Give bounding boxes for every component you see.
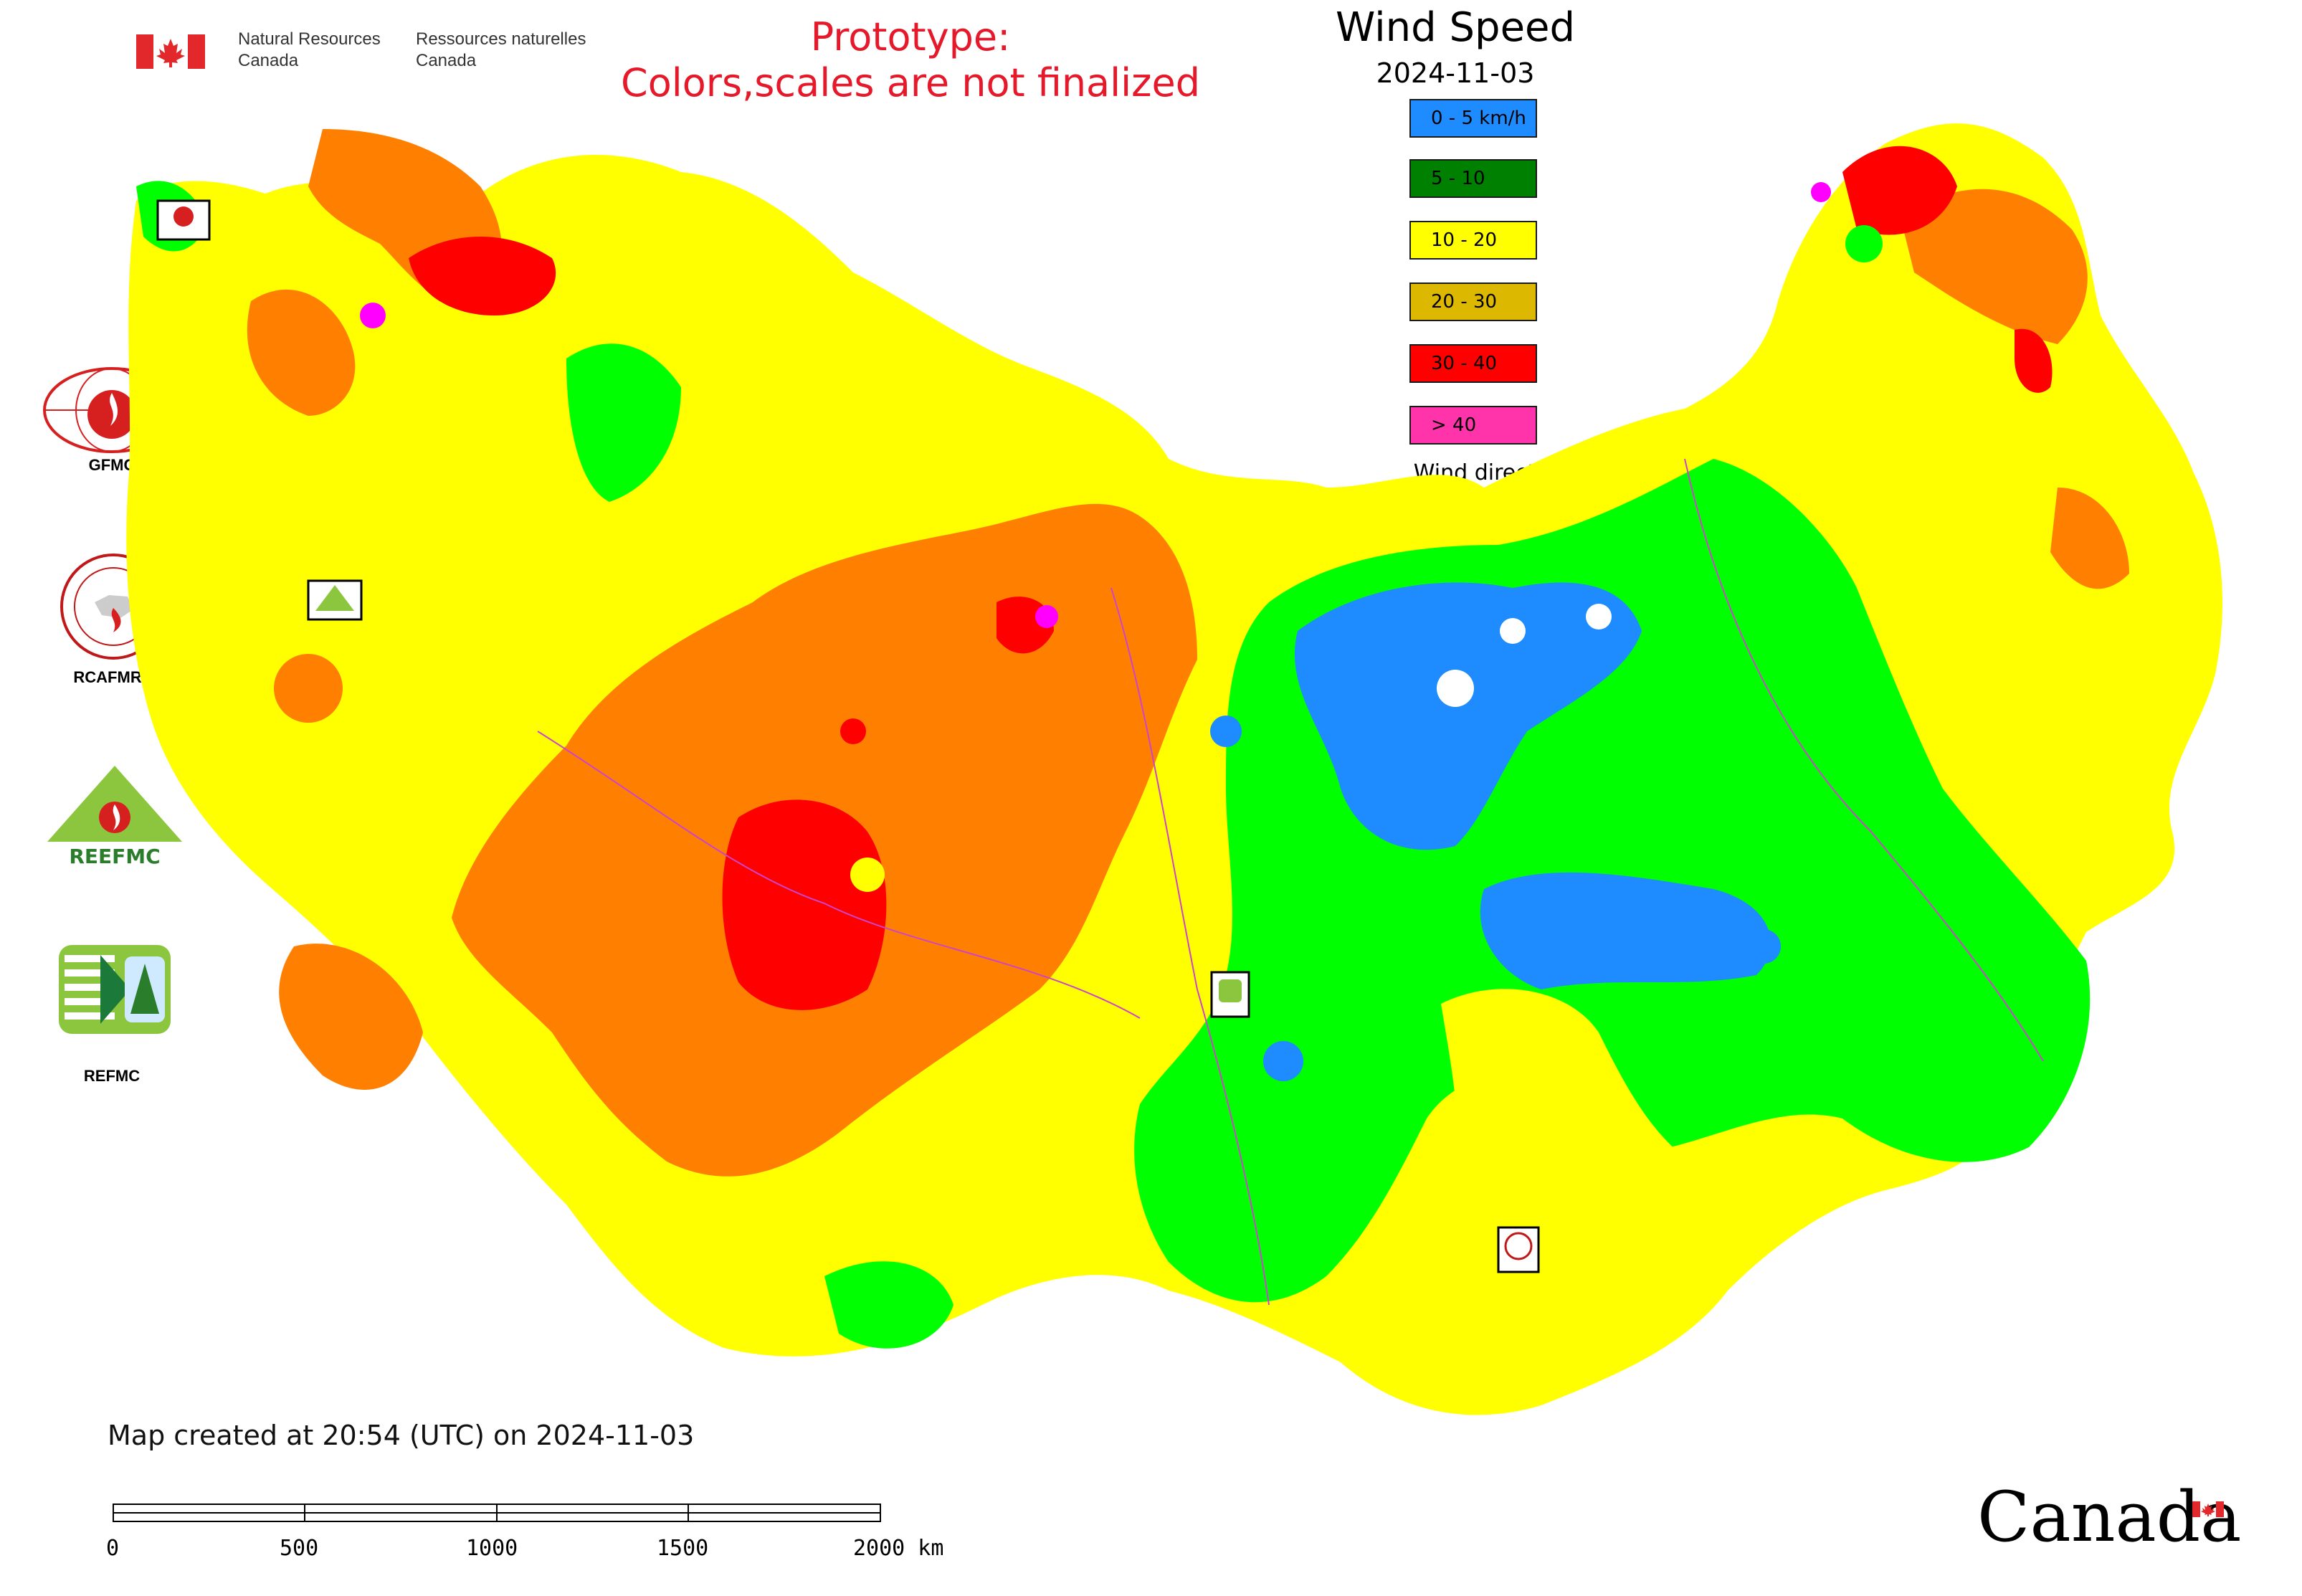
region-blue-yakutia (1294, 582, 1642, 850)
refmc-map-marker (1210, 971, 1250, 1018)
region-red-kola (409, 237, 556, 315)
admin-border-2 (1110, 587, 1270, 1306)
refmc-logo (59, 945, 171, 1034)
org-name-en-line1: Natural Resources (238, 29, 381, 49)
blue-spot-1 (1263, 1041, 1303, 1081)
admin-border-3 (1684, 458, 2044, 1062)
canada-wordmark: Canada (1977, 1477, 2242, 1557)
white-spot-1 (1437, 670, 1474, 707)
region-red-center (722, 799, 887, 1010)
region-green-karelia (566, 343, 681, 502)
white-spot-3 (1586, 604, 1612, 630)
map-title: Wind Speed (1335, 4, 1576, 51)
region-blue-east (1480, 872, 1771, 989)
magenta-spot-1 (360, 303, 386, 328)
admin-border-1 (537, 731, 1141, 1019)
org-name-fr: Ressources naturelles Canada (416, 29, 586, 72)
legend-item-over-40: > 40 (1409, 406, 1537, 445)
green-spot-1 (1845, 225, 1883, 262)
orange-spot-2 (767, 674, 824, 731)
reefmc-map-marker (307, 579, 363, 621)
region-orange-west (247, 289, 356, 416)
scale-tick-0: 0 (106, 1536, 120, 1561)
region-orange-east-coast (2050, 488, 2129, 589)
scale-bar (113, 1504, 881, 1522)
gfmc-map-marker (156, 199, 211, 241)
legend-item-30-40: 30 - 40 (1409, 344, 1537, 383)
legend-item-0-5: 0 - 5 km/h (1409, 99, 1537, 138)
scale-tick-1500: 1500 (657, 1536, 709, 1561)
gfmc-label: GFMC (88, 456, 135, 474)
red-spot-1 (840, 718, 866, 744)
prototype-notice: Prototype: Colors,scales are not finaliz… (588, 14, 1233, 106)
scale-tick-500: 500 (280, 1536, 319, 1561)
canada-flag-icon (136, 34, 205, 69)
rcafmrc-map-marker (1497, 1226, 1540, 1273)
prototype-notice-line1: Prototype: (810, 14, 1011, 60)
canada-wordmark-flag-icon (2192, 1501, 2224, 1517)
region-green-south (824, 1261, 953, 1349)
legend-item-20-30: 20 - 30 (1409, 282, 1537, 321)
map-created-timestamp: Map created at 20:54 (UTC) on 2024-11-03 (108, 1420, 695, 1451)
region-red-kamchatka (2015, 328, 2053, 393)
scale-tick-1000: 1000 (466, 1536, 518, 1561)
reefmc-triangle-logo: REEFMC (46, 766, 184, 868)
org-name-en: Natural Resources Canada (238, 29, 381, 72)
scale-tick-2000: 2000 km (853, 1536, 944, 1561)
reefmc-wordmark: REEFMC (69, 845, 160, 868)
region-orange-southwest (279, 944, 423, 1090)
wind-speed-map (126, 123, 2222, 1415)
magenta-spot-2 (1035, 605, 1058, 628)
refmc-label: REFMC (83, 1067, 141, 1085)
org-name-fr-line1: Ressources naturelles (416, 29, 586, 49)
legend-item-5-10: 5 - 10 (1409, 159, 1537, 198)
blue-spot-3 (1746, 929, 1781, 964)
magenta-spot-3 (1811, 182, 1831, 202)
prototype-notice-line2: Colors,scales are not finalized (621, 60, 1200, 105)
legend-item-10-20: 10 - 20 (1409, 221, 1537, 260)
blue-spot-2 (1210, 716, 1242, 747)
org-name-fr-line2: Canada (416, 51, 477, 70)
region-orange-northeast (1900, 189, 2088, 344)
region-red-chukotka (1842, 146, 1957, 235)
white-spot-2 (1500, 618, 1526, 644)
orange-spot-1 (274, 654, 343, 723)
org-name-en-line2: Canada (238, 51, 299, 70)
map-date: 2024-11-03 (1376, 57, 1535, 89)
yellow-spot-1 (850, 858, 885, 892)
